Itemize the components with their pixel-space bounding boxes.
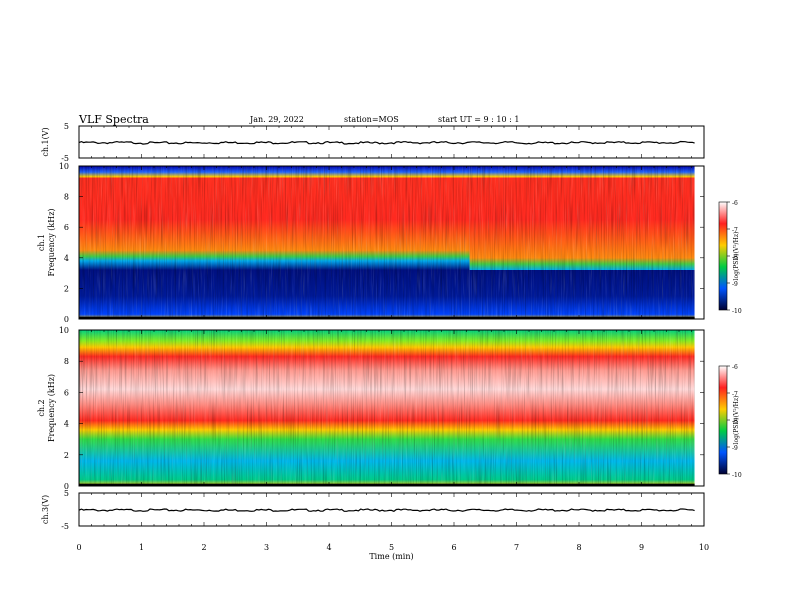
- baseline-band: [79, 316, 695, 319]
- colorbar-tick-label: -7: [732, 391, 738, 398]
- y-axis-label: ch.1: [37, 234, 46, 251]
- y-tick-label: 2: [64, 284, 69, 293]
- x-tick-label: 10: [699, 543, 709, 552]
- voltage-trace: [78, 140, 695, 145]
- y-axis-label: ch.2: [37, 399, 46, 416]
- chart-title: VLF Spectra: [79, 113, 149, 126]
- y-tick-label: -5: [61, 522, 69, 531]
- y-tick-label: 5: [64, 122, 69, 131]
- x-tick-label: 6: [451, 543, 456, 552]
- colorbar-tick-label: -6: [732, 200, 738, 207]
- colorbar-tick-label: -8: [732, 418, 738, 425]
- y-axis-label: Frequency (kHz): [47, 208, 56, 276]
- colorbar-tick-label: -8: [732, 254, 738, 261]
- blank-region: [694, 166, 704, 319]
- colorbar-tick-label: -9: [732, 445, 738, 452]
- y-tick-label: 5: [64, 489, 69, 498]
- x-tick-label: 0: [76, 543, 81, 552]
- y-axis-label: Frequency (kHz): [47, 374, 56, 442]
- y-tick-label: 0: [64, 482, 69, 491]
- y-tick-label: 4: [64, 420, 69, 429]
- x-tick-label: 9: [639, 543, 644, 552]
- blank-region: [694, 330, 704, 486]
- colorbar-label: log(PSD)(V²/Hz): [733, 232, 740, 281]
- y-tick-label: 6: [64, 388, 69, 397]
- x-tick-label: 5: [389, 543, 394, 552]
- colorbar-label: log(PSD)(V²/Hz): [733, 396, 740, 445]
- colorbar: [718, 201, 728, 311]
- spectrogram: [79, 330, 704, 486]
- y-tick-label: 8: [64, 193, 69, 202]
- y-tick-label: 4: [64, 254, 69, 263]
- date-label: Jan. 29, 2022: [250, 115, 304, 124]
- station-label: station=MOS: [344, 115, 399, 124]
- x-tick-label: 7: [514, 543, 519, 552]
- y-axis-label: ch.1(V): [41, 127, 50, 156]
- x-tick-label: 2: [201, 543, 206, 552]
- y-tick-label: 6: [64, 223, 69, 232]
- y-tick-label: 10: [59, 326, 69, 335]
- spectrogram: [79, 166, 704, 319]
- colorbar-tick-label: -6: [732, 364, 738, 371]
- y-tick-label: -5: [61, 154, 69, 163]
- x-tick-label: 3: [264, 543, 269, 552]
- y-tick-label: 8: [64, 357, 69, 366]
- x-tick-label: 1: [139, 543, 144, 552]
- colorbar-tick-label: -10: [732, 472, 742, 479]
- start-time-label: start UT = 9 : 10 : 1: [438, 115, 520, 124]
- y-axis-label: ch.3(V): [41, 495, 50, 524]
- y-tick-label: 0: [64, 315, 69, 324]
- x-tick-label: 4: [326, 543, 331, 552]
- voltage-trace: [78, 508, 695, 512]
- colorbar: [718, 365, 728, 475]
- colorbar-tick-label: -7: [732, 227, 738, 234]
- colorbar-tick-label: -9: [732, 281, 738, 288]
- texture: [79, 166, 695, 319]
- colorbar-tick-label: -10: [732, 308, 742, 315]
- y-tick-label: 10: [59, 162, 69, 171]
- x-axis-label: Time (min): [369, 552, 413, 561]
- texture: [79, 330, 695, 486]
- x-tick-label: 8: [576, 543, 581, 552]
- baseline-band: [79, 483, 695, 486]
- y-tick-label: 2: [64, 451, 69, 460]
